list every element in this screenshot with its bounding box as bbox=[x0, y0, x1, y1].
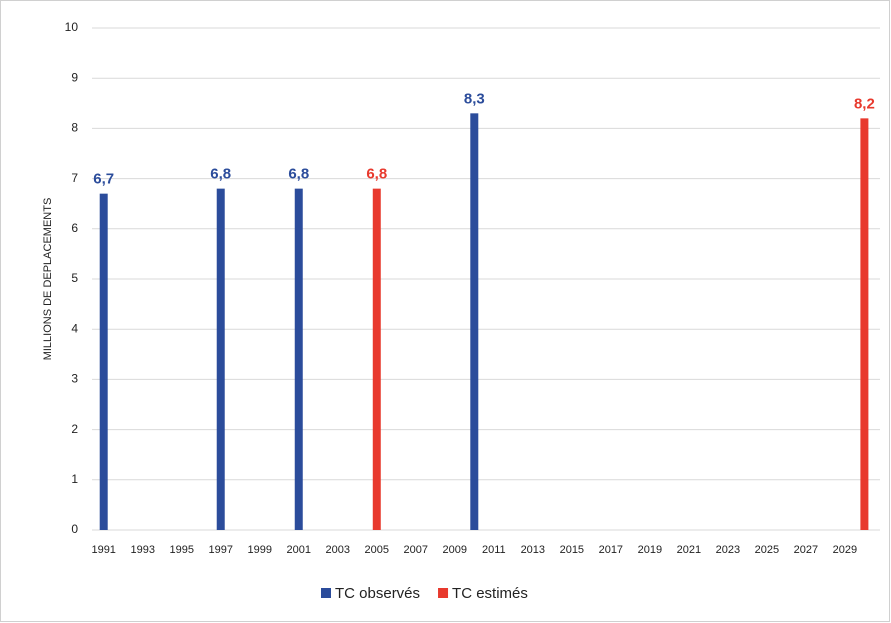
x-tick-label: 2027 bbox=[794, 544, 818, 556]
y-tick-label: 6 bbox=[71, 221, 78, 235]
x-tick-label: 2009 bbox=[443, 544, 467, 556]
x-tick-label: 2005 bbox=[365, 544, 389, 556]
bar bbox=[294, 188, 303, 530]
x-tick-label: 1995 bbox=[169, 544, 193, 556]
legend-swatch bbox=[438, 588, 449, 598]
x-tick-label: 2023 bbox=[716, 544, 740, 556]
x-tick-label: 1997 bbox=[208, 544, 232, 556]
x-tick-label: 2015 bbox=[560, 544, 584, 556]
x-tick-label: 2007 bbox=[404, 544, 428, 556]
x-tick-label: 2017 bbox=[599, 544, 623, 556]
bar bbox=[860, 118, 869, 531]
x-tick-label: 1993 bbox=[130, 544, 154, 556]
legend-label: TC observés bbox=[335, 585, 420, 602]
y-tick-label: 4 bbox=[71, 321, 78, 335]
x-tick-label: 1999 bbox=[248, 544, 272, 556]
y-tick-label: 5 bbox=[71, 271, 78, 285]
bar bbox=[216, 188, 225, 530]
x-tick-label: 2013 bbox=[521, 544, 545, 556]
bar bbox=[99, 193, 108, 530]
x-tick-label: 1991 bbox=[91, 544, 115, 556]
y-tick-label: 0 bbox=[71, 522, 78, 536]
x-tick-label: 2003 bbox=[326, 544, 350, 556]
y-tick-label: 3 bbox=[71, 372, 78, 386]
legend-swatch bbox=[321, 588, 331, 598]
value-label: 6,8 bbox=[210, 166, 231, 183]
bar bbox=[372, 188, 381, 530]
y-tick-label: 2 bbox=[71, 422, 78, 436]
legend-label: TC estimés bbox=[452, 585, 528, 602]
value-label: 8,3 bbox=[464, 90, 485, 107]
value-label: 6,8 bbox=[288, 166, 309, 183]
x-tick-label: 2025 bbox=[755, 544, 779, 556]
y-tick-label: 7 bbox=[71, 171, 78, 185]
x-tick-label: 2029 bbox=[833, 544, 857, 556]
value-label: 6,7 bbox=[93, 171, 114, 188]
value-label: 8,2 bbox=[854, 95, 875, 112]
value-label: 6,8 bbox=[366, 166, 387, 183]
x-tick-label: 2021 bbox=[677, 544, 701, 556]
bar bbox=[470, 113, 479, 530]
x-tick-label: 2001 bbox=[287, 544, 311, 556]
x-tick-label: 2019 bbox=[638, 544, 662, 556]
x-tick-label: 2011 bbox=[482, 544, 506, 556]
y-tick-label: 9 bbox=[71, 70, 78, 84]
y-axis-label: MILLIONS DE DEPLACEMENTS bbox=[42, 198, 54, 361]
y-tick-label: 1 bbox=[71, 472, 78, 486]
y-tick-label: 8 bbox=[71, 121, 78, 135]
y-tick-label: 10 bbox=[65, 20, 79, 34]
